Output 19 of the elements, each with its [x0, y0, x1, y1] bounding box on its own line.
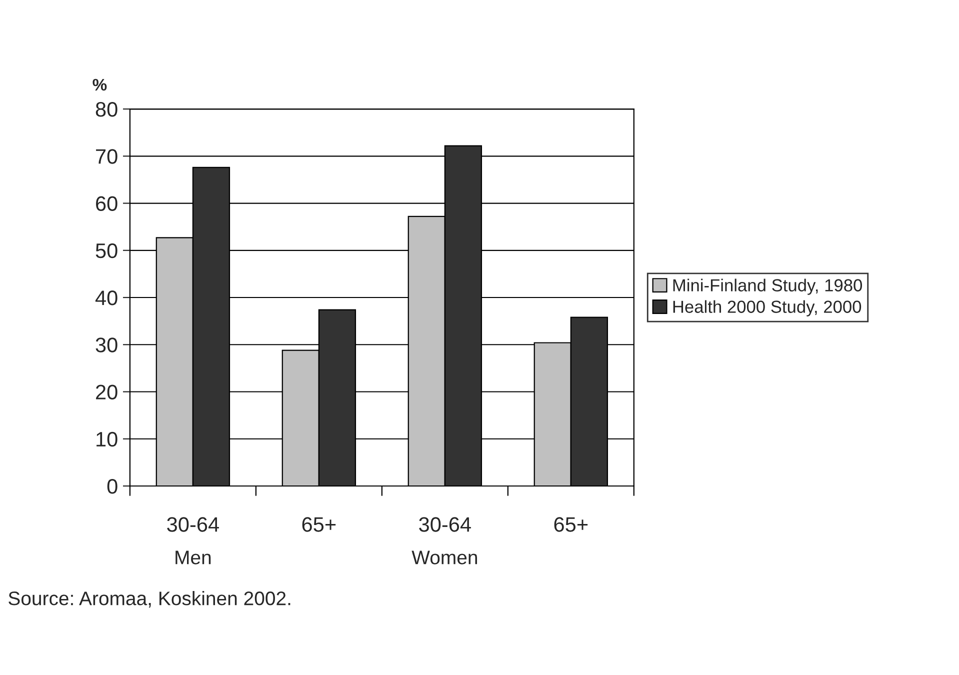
y-tick-label: 20 [96, 384, 118, 400]
x-tick-label: 30-64 [419, 517, 471, 532]
text: Women [412, 550, 477, 564]
y-tick-label: 60 [96, 196, 118, 212]
y-tick-label: 70 [96, 149, 118, 164]
y-tick-label: 10 [96, 432, 118, 447]
y-tick-label: 80 [96, 102, 118, 117]
x-tick-label: 30-64 [167, 517, 219, 532]
y-tick-label: 40 [95, 290, 118, 306]
y-tick-label: 0 [107, 479, 118, 494]
y-tick-label: 30 [96, 338, 118, 352]
x-tick-label: 65+ [554, 517, 588, 532]
source-note: Source: Aromaa, Koskinen 2002. [8, 591, 290, 608]
y-tick-label: 50 [96, 243, 118, 258]
text: Men [176, 550, 211, 564]
legend-label: Mini-Finland Study, 1980 [673, 278, 862, 295]
legend-label: Health 2000 Study, 2000 [673, 300, 862, 316]
y-axis-title: % [92, 78, 107, 91]
x-tick-label: 65+ [302, 517, 336, 532]
